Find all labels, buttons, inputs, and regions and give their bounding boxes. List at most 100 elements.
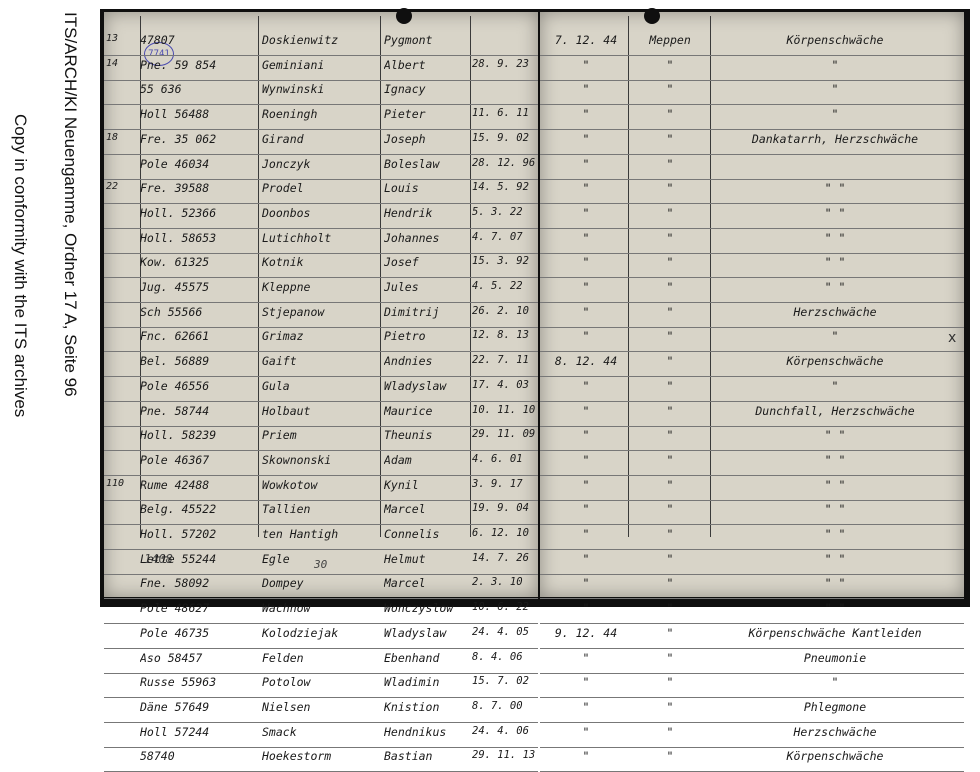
prisoner-number: Pole 48627: [140, 601, 210, 616]
cause-of-death: ": [831, 675, 839, 690]
place: ": [666, 107, 674, 122]
prisoner-number: Fre. 35 062: [140, 131, 217, 146]
surname: Wowkotow: [262, 477, 318, 492]
birth-date: 11. 6. 11: [472, 107, 529, 120]
first-name: Helmut: [384, 551, 426, 566]
place: Meppen: [649, 33, 691, 47]
first-name: Theunis: [384, 428, 433, 443]
surname: Grimaz: [262, 329, 304, 344]
ledger-row: " " " ": [540, 450, 964, 476]
birth-date: 5. 3. 22: [472, 205, 523, 218]
ledger-row: 110 Rume 42488 Wowkotow Kynil 3. 9. 17: [104, 475, 538, 501]
first-name: Kynil: [384, 477, 419, 492]
place: ": [666, 329, 674, 344]
ledger-row: 9. 12. 44 " Körpenschwäche Kantleiden: [540, 623, 964, 649]
place: ": [666, 82, 674, 97]
birth-date: 12. 8. 13: [472, 329, 529, 342]
ledger-row: Holl. 58653 Lutichholt Johannes 4. 7. 07: [104, 228, 538, 254]
death-date: ": [582, 131, 590, 146]
surname: Doonbos: [262, 205, 311, 220]
ledger-row: Pole 46367 Skownonski Adam 4. 6. 01: [104, 450, 538, 476]
archive-stamp: 7741: [144, 42, 174, 66]
cause-of-death: Herzschwäche: [793, 724, 877, 739]
ledger-row: Holl 56488 Roeningh Pieter 11. 6. 11: [104, 104, 538, 131]
prisoner-number: 47807: [140, 33, 175, 47]
ledger-row: " " " ": [540, 549, 964, 575]
prisoner-number: Fnc. 62661: [140, 329, 210, 344]
ledger-row: " " " ": [540, 203, 964, 229]
first-name: Ebenhand: [384, 650, 440, 665]
death-date: ": [582, 181, 590, 196]
ledger-row: Pole 46556 Gula Wladyslaw 17. 4. 03: [104, 376, 538, 402]
ledger-row: " " Phlegmone: [540, 697, 964, 723]
cause-of-death: " ": [824, 527, 846, 541]
ledger-row: " " Herzschwäche: [540, 302, 964, 328]
prisoner-number: Däne 57649: [140, 699, 210, 714]
cause-of-death: Körpenschwäche: [786, 33, 884, 47]
birth-date: 10. 11. 10: [472, 403, 536, 416]
ledger-row: Pne. 58744 Holbaut Maurice 10. 11. 10: [104, 401, 538, 427]
birth-date: 15. 7. 02: [472, 675, 529, 688]
ledger-row: Holl. 58239 Priem Theunis 29. 11. 09: [104, 425, 538, 452]
ledger-row: " " ": [540, 55, 964, 81]
birth-date: 4. 6. 01: [472, 452, 523, 465]
cause-of-death: Dunchfall, Herzschwäche: [755, 403, 915, 418]
first-name: Wladimin: [384, 675, 440, 690]
death-date: ": [582, 255, 590, 270]
birth-date: 22. 7. 11: [472, 354, 529, 367]
ledger-row: 58740 Hoekestorm Bastian 29. 11. 13: [104, 746, 538, 772]
death-date: ": [582, 57, 590, 72]
cause-of-death: Körpenschwäche: [786, 749, 884, 764]
surname: Tallien: [262, 502, 311, 517]
first-name: Joseph: [384, 131, 426, 146]
column-divider: [140, 16, 141, 537]
prisoner-number: Aso 58457: [140, 650, 203, 665]
birth-date: 8. 4. 06: [472, 650, 523, 663]
surname: Doskienwitz: [262, 33, 339, 47]
ledger-row: " " " ": [540, 524, 964, 550]
cause-of-death: " ": [824, 230, 846, 245]
place: ": [666, 205, 674, 220]
surname: Nielsen: [262, 699, 311, 714]
birth-date: 15. 9. 02: [472, 131, 529, 144]
birth-date: 2. 3. 10: [472, 576, 523, 589]
row-mark: 22: [106, 181, 119, 193]
prisoner-number: Holl. 58239: [140, 428, 217, 443]
cause-of-death: Dankatarrh, Herzschwäche: [751, 131, 919, 146]
birth-date: 10. 6. 22: [472, 601, 529, 614]
surname: Kotnik: [262, 255, 304, 270]
first-name: Josef: [384, 255, 419, 270]
ledger-row: Däne 57649 Nielsen Knistion 8. 7. 00: [104, 697, 538, 723]
birth-date: 24. 4. 05: [472, 625, 529, 638]
death-date: ": [582, 675, 590, 690]
place: ": [666, 156, 674, 171]
birth-date: 4. 7. 07: [472, 230, 523, 243]
prisoner-number: Pole 46367: [140, 452, 210, 467]
place: ": [666, 304, 674, 319]
first-name: Hendnikus: [384, 724, 447, 739]
cause-of-death: " ": [824, 205, 846, 220]
prisoner-number: 55 636: [140, 82, 182, 97]
surname: Skownonski: [262, 452, 332, 467]
first-name: Maurice: [384, 403, 433, 418]
prisoner-number: Pole 46556: [140, 378, 210, 393]
ledger-row: " " " ": [540, 475, 964, 501]
first-name: Adam: [384, 452, 412, 467]
margin-mark: x: [948, 330, 957, 346]
birth-date: 29. 11. 09: [472, 428, 536, 441]
death-date: 7. 12. 44: [554, 33, 618, 47]
prisoner-number: Holl. 58653: [140, 230, 217, 245]
place: ": [666, 428, 674, 443]
cause-of-death: " ": [824, 255, 846, 270]
death-date: ": [582, 82, 590, 97]
conformity-note: Copy in conformity with the ITS archives: [11, 114, 30, 418]
surname: Stjepanow: [262, 304, 325, 319]
ledger-row: " " ": [540, 376, 964, 402]
prisoner-number: Kow. 61325: [140, 255, 210, 270]
prisoner-number: Rume 42488: [140, 477, 210, 492]
first-name: Andnies: [384, 354, 433, 369]
footer-left-number: 1408: [144, 552, 173, 566]
column-divider: [628, 16, 629, 537]
birth-date: 14. 5. 92: [472, 181, 529, 194]
death-date: ": [582, 601, 590, 616]
